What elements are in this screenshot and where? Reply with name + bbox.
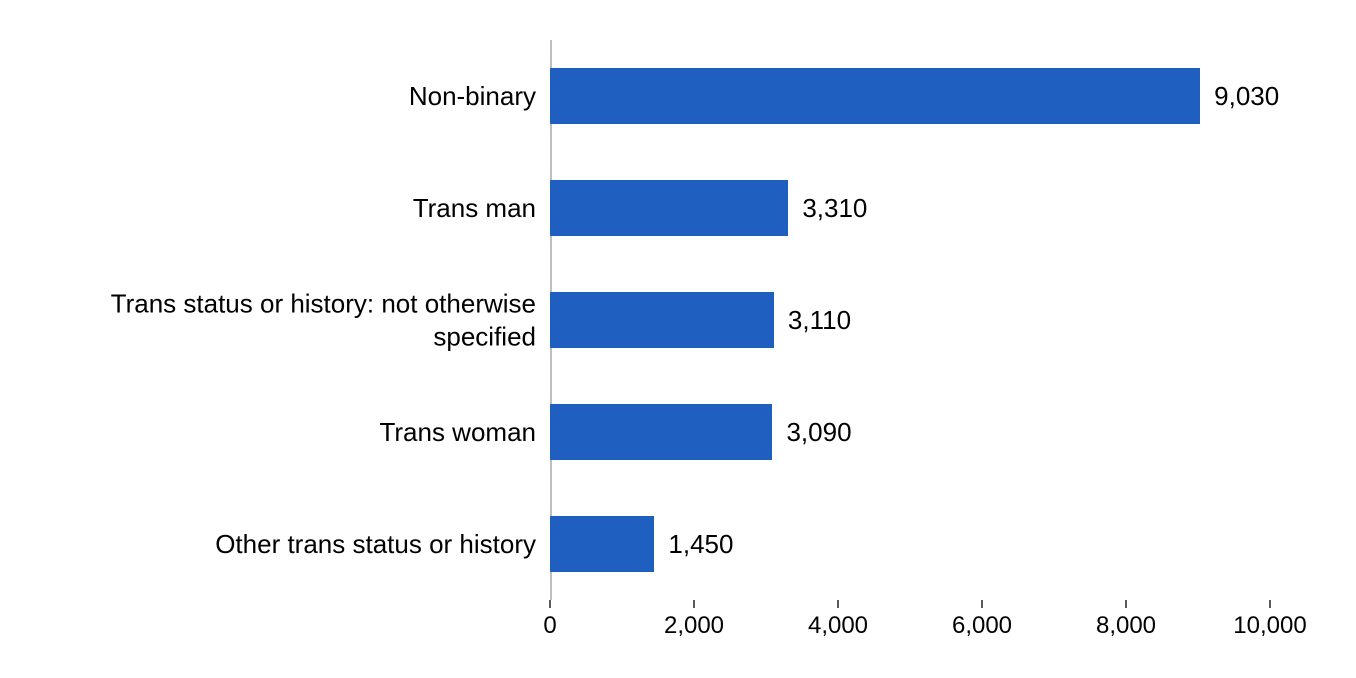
x-tick-mark (693, 600, 695, 608)
bar-row: 3,310 (550, 180, 867, 236)
bar (550, 516, 654, 572)
bar-row: 1,450 (550, 516, 733, 572)
category-label: Trans status or history: not otherwise s… (26, 288, 536, 353)
bar-row: 3,110 (550, 292, 851, 348)
x-tick-mark (1125, 600, 1127, 608)
category-label: Trans woman (26, 416, 536, 449)
x-tick-label: 2,000 (664, 612, 724, 640)
x-tick-mark (549, 600, 551, 608)
chart-container: 0 2,000 4,000 6,000 8,000 10,000 9,030 3,310 3,… (0, 0, 1356, 678)
bar-value-label: 3,090 (786, 417, 851, 448)
bar-value-label: 9,030 (1214, 81, 1279, 112)
x-tick-mark (1269, 600, 1271, 608)
bar-row: 3,090 (550, 404, 852, 460)
bar (550, 68, 1200, 124)
category-label: Other trans status or history (26, 528, 536, 561)
x-tick-label: 4,000 (808, 612, 868, 640)
x-tick-mark (981, 600, 983, 608)
bar-value-label: 3,310 (802, 193, 867, 224)
x-tick-label: 8,000 (1096, 612, 1156, 640)
bar (550, 292, 774, 348)
category-label: Trans man (26, 192, 536, 225)
x-tick-mark (837, 600, 839, 608)
x-tick-label: 0 (543, 612, 556, 640)
x-tick-label: 10,000 (1233, 612, 1306, 640)
category-label: Non-binary (26, 80, 536, 113)
plot-area: 02,0004,0006,0008,00010,000 9,0303,3103,… (550, 40, 1270, 600)
bar-value-label: 3,110 (788, 305, 851, 336)
bar (550, 404, 772, 460)
bar (550, 180, 788, 236)
x-tick-label: 6,000 (952, 612, 1012, 640)
bar-row: 9,030 (550, 68, 1279, 124)
bar-value-label: 1,450 (668, 529, 733, 560)
